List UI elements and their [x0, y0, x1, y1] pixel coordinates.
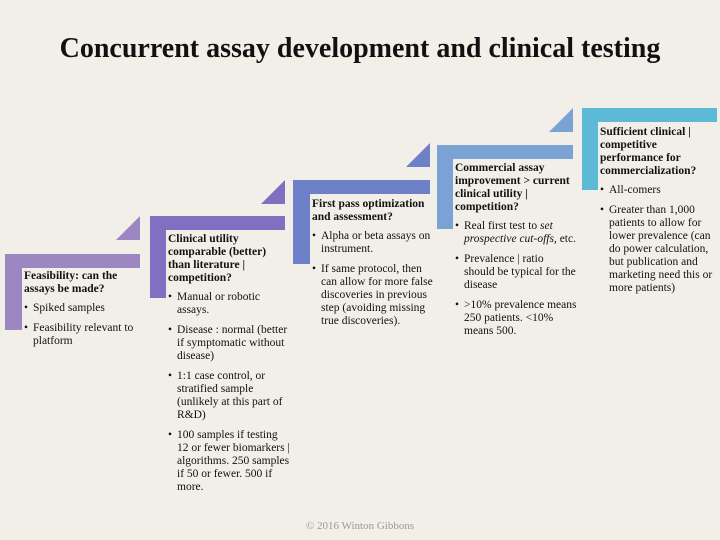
bullet: Alpha or beta assays on instrument. — [312, 230, 434, 256]
bullet: If same protocol, then can allow for mor… — [312, 263, 434, 328]
step-shape — [5, 216, 140, 330]
bullet-list: Spiked samples Feasibility relevant to pl… — [24, 302, 146, 348]
bullet: 1:1 case control, or stratified sample (… — [168, 370, 290, 422]
step-shape — [293, 143, 430, 264]
bullet-list: All-comers Greater than 1,000 patients to… — [600, 184, 720, 295]
step: Feasibility: can the assays be made? Spik… — [24, 270, 146, 355]
bullet-text: , etc. — [553, 233, 576, 245]
bullet-text: Real first test to — [464, 220, 541, 232]
step-heading: Sufficient clinical | competitive perfor… — [600, 126, 697, 177]
step-heading: First pass optimization and assessment? — [312, 198, 425, 223]
bullet: Disease : normal (better if symptomatic … — [168, 324, 290, 363]
footer: © 2016 Winton Gibbons — [305, 520, 415, 532]
step-heading: Commercial assay improvement > current c… — [455, 162, 570, 213]
bullet: Feasibility relevant to platform — [24, 322, 146, 348]
bullet: Manual or robotic assays. — [168, 291, 290, 317]
bullet: Real first test to set prospective cut-o… — [455, 220, 577, 246]
bullet: All-comers — [600, 184, 720, 197]
step: Clinical utility comparable (better) tha… — [168, 233, 290, 501]
step-shape — [582, 108, 717, 190]
step-shape — [150, 180, 285, 298]
step: Sufficient clinical | competitive perfor… — [600, 126, 720, 302]
bullet: Greater than 1,000 patients to allow for… — [600, 204, 720, 295]
step: First pass optimization and assessment? A… — [312, 198, 434, 335]
bullet-emphasis: set prospective cut-offs — [464, 220, 554, 245]
bullet: 100 samples if testing 12 or fewer bioma… — [168, 429, 290, 494]
bullet-list: Alpha or beta assays on instrument. If sa… — [312, 230, 434, 328]
bullet: >10% prevalence means 250 patients. <10%… — [455, 299, 577, 338]
step-heading: Feasibility: can the assays be made? — [24, 270, 118, 295]
bullet-list: Real first test to set prospective cut-o… — [455, 220, 577, 338]
bullet-list: Manual or robotic assays. Disease : norma… — [168, 291, 290, 494]
step-heading: Clinical utility comparable (better) tha… — [168, 233, 267, 284]
title: Concurrent assay development and clinica… — [59, 33, 661, 64]
step-shape — [437, 108, 573, 229]
bullet: Prevalence | ratio should be typical for… — [455, 253, 577, 292]
step: Commercial assay improvement > current c… — [455, 162, 577, 345]
bullet: Spiked samples — [24, 302, 146, 315]
